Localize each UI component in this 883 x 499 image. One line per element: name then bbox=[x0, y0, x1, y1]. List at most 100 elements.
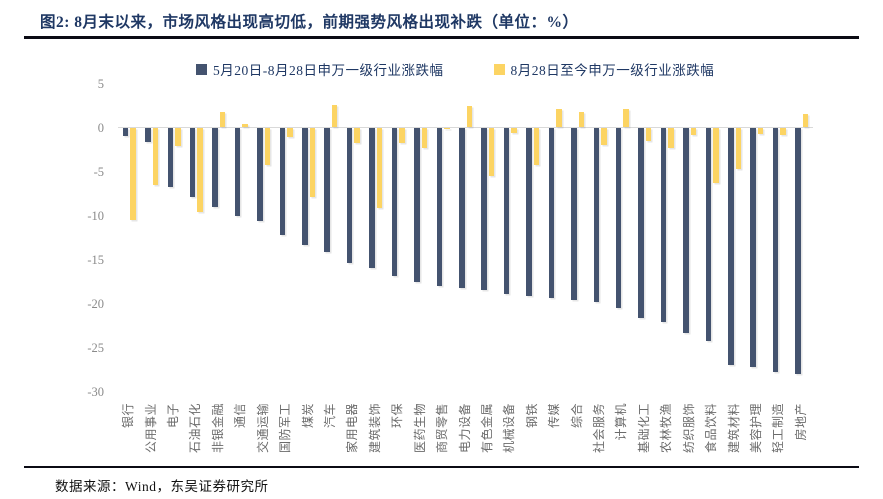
bar-period2 bbox=[645, 127, 652, 141]
x-axis-label: 美容护理 bbox=[748, 403, 763, 454]
zero-gridline bbox=[118, 126, 813, 129]
y-axis-label: -20 bbox=[87, 296, 104, 311]
bar-period1 bbox=[346, 127, 353, 264]
x-axis-label: 交通运输 bbox=[255, 403, 270, 454]
bar-period1 bbox=[189, 127, 196, 198]
bar-period1 bbox=[436, 127, 443, 286]
bar-period1 bbox=[750, 127, 756, 367]
bar-period2 bbox=[242, 123, 248, 128]
legend-label-series2: 8月28日至今申万一级行业涨跌幅 bbox=[510, 63, 715, 78]
bar-period1 bbox=[503, 127, 510, 294]
x-axis-label: 机械设备 bbox=[502, 403, 517, 454]
bar-period2 bbox=[511, 127, 517, 133]
bar-period2 bbox=[466, 106, 472, 128]
bar-period1 bbox=[571, 127, 577, 300]
bar-period2 bbox=[152, 127, 159, 185]
legend-item-series1: 5月20日-8月28日申万一级行业涨跌幅 bbox=[196, 59, 444, 79]
title-divider bbox=[24, 36, 859, 39]
y-axis-label: -25 bbox=[87, 340, 104, 355]
x-axis-label: 国防军工 bbox=[278, 403, 293, 454]
bar-period2 bbox=[690, 127, 697, 136]
bar-period2 bbox=[309, 127, 316, 198]
x-axis-label: 基础化工 bbox=[636, 403, 651, 454]
legend-item-series2: 8月28日至今申万一级行业涨跌幅 bbox=[493, 59, 715, 79]
bar-period2 bbox=[175, 127, 181, 146]
bar-period2 bbox=[264, 127, 271, 166]
x-axis-label: 社会服务 bbox=[592, 403, 607, 454]
x-axis-label: 建筑材料 bbox=[726, 403, 741, 454]
bar-period2 bbox=[399, 127, 405, 144]
bar-period1 bbox=[593, 127, 600, 302]
x-axis-label: 商贸零售 bbox=[435, 403, 450, 454]
x-axis-label: 食品饮料 bbox=[704, 403, 719, 454]
bar-period1 bbox=[122, 127, 129, 137]
x-axis-label: 建筑装饰 bbox=[367, 403, 382, 454]
bar-period2 bbox=[219, 111, 226, 128]
x-axis-label: 传媒 bbox=[547, 403, 562, 429]
bar-period1 bbox=[369, 127, 375, 269]
x-axis-label: 农林牧渔 bbox=[659, 403, 674, 454]
bar-period1 bbox=[705, 127, 712, 342]
footer-divider bbox=[24, 466, 859, 468]
bar-period2 bbox=[713, 127, 719, 183]
bar-period1 bbox=[145, 127, 151, 143]
x-axis-label: 计算机 bbox=[614, 403, 629, 441]
y-axis-label: -10 bbox=[87, 208, 104, 223]
x-axis-label: 房地产 bbox=[793, 403, 808, 441]
bar-period2 bbox=[331, 104, 338, 128]
bar-period2 bbox=[197, 127, 203, 212]
bar-period1 bbox=[683, 127, 689, 333]
chart-legend: 5月20日-8月28日申万一级行业涨跌幅 8月28日至今申万一级行业涨跌幅 bbox=[196, 59, 714, 79]
x-axis-label: 汽车 bbox=[322, 403, 337, 429]
bar-period1 bbox=[548, 127, 555, 299]
bar-period1 bbox=[459, 127, 465, 288]
legend-marker-navy-icon bbox=[196, 63, 207, 75]
bar-period1 bbox=[638, 127, 644, 319]
bar-period1 bbox=[279, 127, 286, 235]
x-axis-label: 银行 bbox=[121, 403, 136, 429]
bar-period2 bbox=[578, 111, 585, 128]
bar-period2 bbox=[533, 127, 540, 166]
bar-period1 bbox=[526, 127, 532, 297]
bar-period2 bbox=[130, 127, 136, 220]
bar-period2 bbox=[488, 127, 495, 176]
bar-period1 bbox=[615, 127, 622, 308]
bar-period1 bbox=[660, 127, 667, 322]
bar-period2 bbox=[354, 127, 360, 144]
x-axis-label: 电力设备 bbox=[457, 403, 472, 454]
source-note: 数据来源：Wind，东吴证券研究所 bbox=[55, 479, 269, 494]
y-axis-label: -5 bbox=[93, 164, 104, 179]
bar-period1 bbox=[212, 127, 218, 207]
figure-title: 图2: 8月末以来，市场风格出现高切低，前期强势风格出现补跌（单位：%） bbox=[40, 14, 579, 31]
x-axis-label: 非银金融 bbox=[210, 403, 225, 454]
bar-period2 bbox=[668, 127, 674, 148]
x-axis-label: 石油石化 bbox=[188, 403, 203, 454]
legend-marker-yellow-icon bbox=[493, 63, 505, 75]
y-axis-label: -15 bbox=[87, 252, 104, 267]
bar-period1 bbox=[728, 127, 734, 366]
x-axis-label: 家用电器 bbox=[345, 403, 360, 454]
bar-period2 bbox=[444, 127, 450, 130]
bar-period2 bbox=[623, 109, 629, 128]
x-axis-label: 综合 bbox=[569, 403, 584, 429]
bar-period2 bbox=[601, 127, 607, 146]
bar-period1 bbox=[324, 127, 330, 253]
x-axis-label: 电子 bbox=[166, 403, 181, 429]
bar-period2 bbox=[556, 109, 562, 128]
bar-period1 bbox=[234, 127, 241, 217]
x-axis-label: 医药生物 bbox=[412, 403, 427, 454]
legend-label-series1: 5月20日-8月28日申万一级行业涨跌幅 bbox=[213, 63, 444, 78]
y-axis-label: 0 bbox=[97, 120, 104, 135]
bar-period1 bbox=[302, 127, 308, 245]
x-axis-label: 纺织服饰 bbox=[681, 403, 696, 454]
x-axis-label: 通信 bbox=[233, 403, 248, 429]
x-axis-label: 轻工制造 bbox=[771, 403, 786, 454]
x-axis-label: 钢铁 bbox=[524, 403, 539, 429]
bar-period1 bbox=[167, 127, 174, 188]
x-axis-label: 环保 bbox=[390, 403, 405, 429]
bar-period1 bbox=[391, 127, 398, 277]
bar-period1 bbox=[257, 127, 263, 221]
x-axis-label: 有色金属 bbox=[479, 403, 494, 454]
bar-period1 bbox=[772, 127, 779, 373]
bar-period2 bbox=[376, 127, 383, 209]
